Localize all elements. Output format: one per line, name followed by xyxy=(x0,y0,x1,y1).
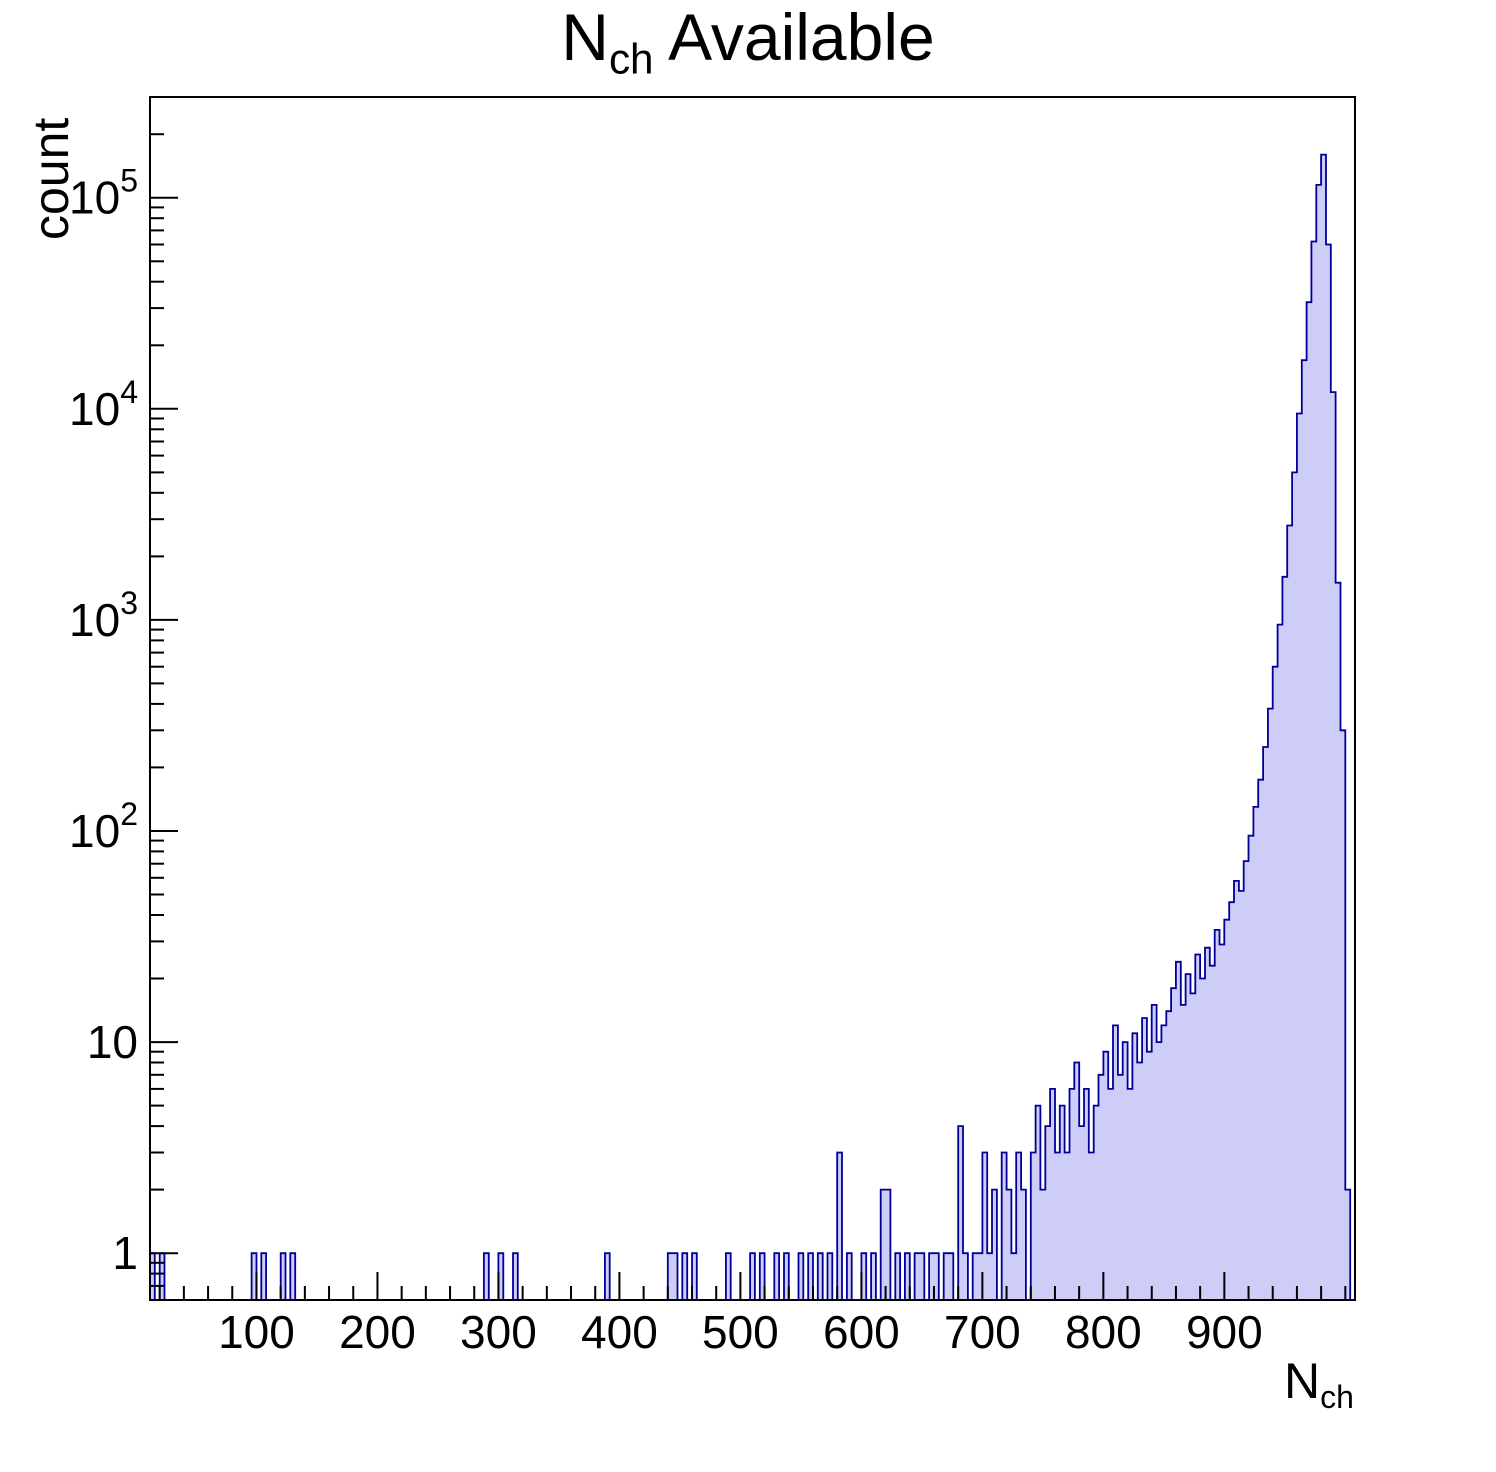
x-tick-label: 600 xyxy=(823,1306,900,1358)
y-tick-label: 103 xyxy=(69,585,138,646)
x-tick-label: 200 xyxy=(339,1306,416,1358)
x-tick-label: 800 xyxy=(1065,1306,1142,1358)
x-tick-label: 500 xyxy=(702,1306,779,1358)
x-axis-label: Nch xyxy=(1284,1352,1354,1416)
title-rest: Available xyxy=(668,0,935,74)
x-tick-label: 100 xyxy=(218,1306,295,1358)
title-main: N xyxy=(561,0,609,74)
plot-frame xyxy=(149,96,1356,1301)
y-axis-label: count xyxy=(23,117,79,240)
x-tick-label: 400 xyxy=(581,1306,658,1358)
x-axis: 100 200 300 400 500 600 700 800 900 xyxy=(158,1272,1347,1358)
y-tick-label: 104 xyxy=(69,374,138,435)
y-tick-label: 105 xyxy=(69,163,138,224)
x-label-main: N xyxy=(1284,1353,1321,1409)
y-tick-label: 102 xyxy=(69,796,138,857)
y-axis: 1 10 102 103 104 105 xyxy=(69,96,178,1287)
x-tick-label: 700 xyxy=(944,1306,1021,1358)
chart-title: Nch Available xyxy=(0,0,1496,84)
x-label-subscript: ch xyxy=(1320,1379,1354,1416)
y-tick-label: 10 xyxy=(87,1016,138,1068)
title-subscript: ch xyxy=(608,35,654,83)
x-tick-label: 300 xyxy=(460,1306,537,1358)
histogram-series xyxy=(149,153,1355,1301)
x-tick-label: 900 xyxy=(1186,1306,1263,1358)
y-tick-label: 1 xyxy=(112,1227,138,1279)
